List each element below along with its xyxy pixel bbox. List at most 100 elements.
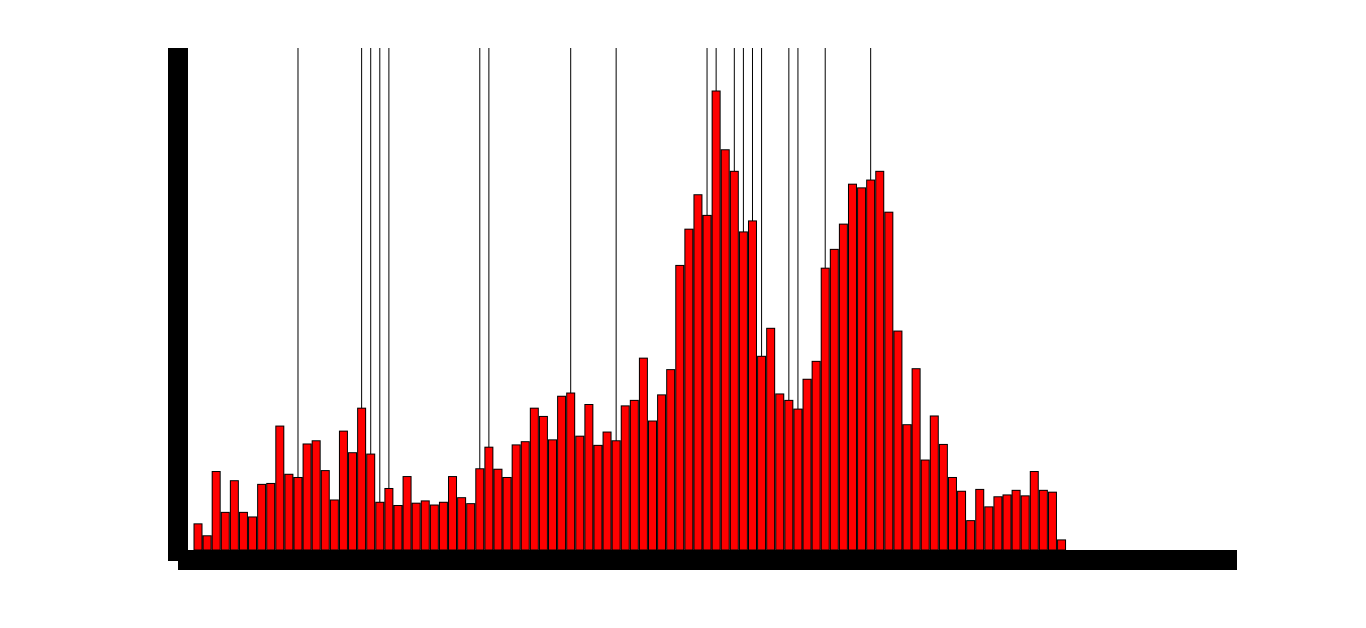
bar-6 (248, 516, 258, 551)
bar-80 (920, 459, 930, 551)
bar-2 (211, 471, 221, 551)
bar-4 (229, 480, 239, 551)
bar-68 (811, 360, 821, 551)
bar-63 (766, 327, 776, 551)
bar-85 (966, 520, 976, 551)
bar-48 (629, 399, 639, 551)
bar-12 (302, 443, 312, 551)
bar-22 (393, 504, 403, 551)
bar-72 (847, 183, 857, 551)
bar-76 (884, 211, 894, 551)
bar-32 (484, 446, 494, 551)
bars (193, 90, 1067, 551)
bar-3 (220, 511, 230, 551)
bar-82 (938, 443, 948, 551)
bar-13 (311, 440, 321, 551)
bar-65 (784, 399, 794, 551)
bar-7 (257, 483, 267, 551)
bar-28 (448, 476, 458, 551)
bar-20 (375, 501, 385, 551)
bar-29 (457, 497, 467, 551)
bar-78 (902, 424, 912, 551)
bar-66 (793, 408, 803, 551)
bar-57 (711, 90, 721, 551)
bar-79 (911, 368, 921, 551)
bar-94 (1047, 491, 1057, 551)
bar-64 (775, 393, 785, 551)
bar-11 (293, 476, 303, 551)
bar-84 (957, 490, 967, 551)
bar-9 (275, 425, 285, 551)
bar-46 (611, 440, 621, 551)
bar-14 (320, 470, 330, 551)
bar-31 (475, 468, 485, 551)
bar-0 (193, 523, 203, 551)
bar-83 (947, 476, 957, 551)
bar-91 (1020, 495, 1030, 551)
bar-73 (857, 187, 867, 551)
bar-51 (657, 394, 667, 551)
bar-60 (738, 231, 748, 551)
bar-39 (548, 439, 558, 551)
bar-70 (829, 248, 839, 551)
bar-52 (666, 369, 676, 551)
bar-88 (993, 496, 1003, 551)
bar-24 (411, 502, 421, 551)
y-axis (168, 48, 188, 561)
bar-15 (329, 499, 339, 551)
bar-35 (511, 444, 521, 551)
bar-69 (820, 267, 830, 551)
bar-53 (675, 264, 685, 551)
bar-59 (729, 170, 739, 551)
bar-5 (238, 511, 248, 551)
bar-33 (493, 468, 503, 551)
bar-10 (284, 473, 294, 551)
bar-67 (802, 378, 812, 551)
bar-42 (575, 435, 585, 551)
bar-75 (875, 170, 885, 551)
bar-26 (429, 504, 439, 551)
bar-43 (584, 404, 594, 551)
bar-62 (757, 355, 767, 551)
bar-81 (929, 415, 939, 551)
bar-90 (1011, 489, 1021, 551)
bar-30 (466, 503, 476, 551)
bar-92 (1029, 471, 1039, 551)
bar-36 (520, 441, 530, 551)
bar-8 (266, 482, 276, 551)
bar-61 (747, 220, 757, 551)
bar-55 (693, 194, 703, 551)
bar-25 (420, 500, 430, 551)
bar-93 (1038, 489, 1048, 551)
bar-87 (984, 506, 994, 551)
bar-58 (720, 149, 730, 551)
bar-49 (638, 357, 648, 551)
bar-44 (593, 444, 603, 551)
bar-74 (866, 179, 876, 551)
bar-18 (357, 407, 367, 551)
bar-34 (502, 476, 512, 551)
bar-16 (338, 430, 348, 551)
bar-50 (648, 420, 657, 551)
bar-95 (1057, 539, 1067, 551)
bar-86 (975, 488, 985, 551)
bar-23 (402, 476, 412, 551)
bar-27 (438, 501, 448, 551)
bar-1 (202, 535, 212, 551)
bar-54 (684, 228, 694, 551)
bar-41 (566, 392, 576, 551)
bar-17 (348, 452, 358, 551)
bar-19 (366, 453, 376, 551)
bar-40 (557, 395, 567, 551)
bar-45 (602, 431, 612, 551)
bar-89 (1002, 494, 1012, 551)
bar-21 (384, 487, 394, 551)
bar-37 (529, 407, 539, 551)
bar-38 (538, 415, 548, 551)
bar-71 (838, 223, 848, 551)
x-axis (178, 550, 1237, 570)
bar-56 (702, 214, 712, 551)
bar-47 (620, 405, 630, 551)
bar-77 (893, 330, 903, 551)
